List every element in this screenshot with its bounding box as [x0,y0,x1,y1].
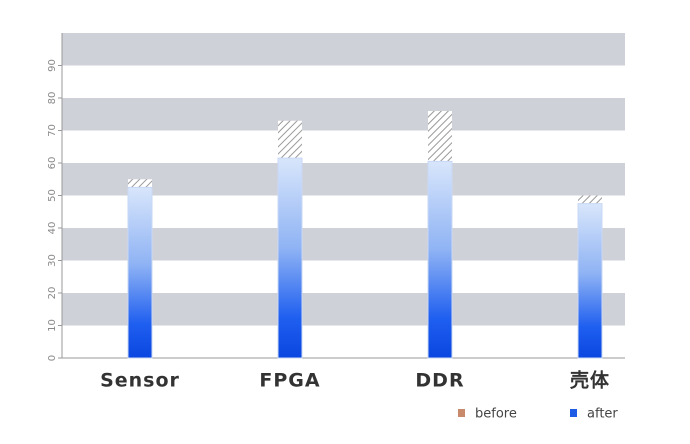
legend-label: after [587,407,618,422]
y-tick-label: 0 [47,355,58,361]
x-tick-label: DDR [415,370,464,392]
x-tick-label: Sensor [100,370,180,392]
x-tick-label: 壳体 [569,369,610,392]
legend-swatch [570,409,577,417]
y-tick-label: 20 [47,287,58,300]
legend-label: before [475,407,517,422]
bar-1 [277,157,303,359]
grid-band [62,293,625,326]
y-tick-label: 40 [47,222,58,235]
bar-1 [427,160,453,359]
bar-1 [577,203,603,359]
grid-band [62,228,625,261]
grid-band [62,98,625,131]
y-tick-label: 30 [47,254,58,267]
y-tick-label: 60 [47,157,58,170]
y-tick-label: 10 [47,319,58,332]
legend-swatch [458,409,465,417]
grid-band [62,163,625,196]
y-tick-label: 70 [47,124,58,137]
grid-band [62,33,625,66]
y-tick-label: 90 [47,59,58,72]
x-tick-label: FPGA [259,370,320,392]
y-tick-label: 80 [47,92,58,105]
y-tick-label: 50 [47,189,58,202]
bar-1 [127,186,153,359]
